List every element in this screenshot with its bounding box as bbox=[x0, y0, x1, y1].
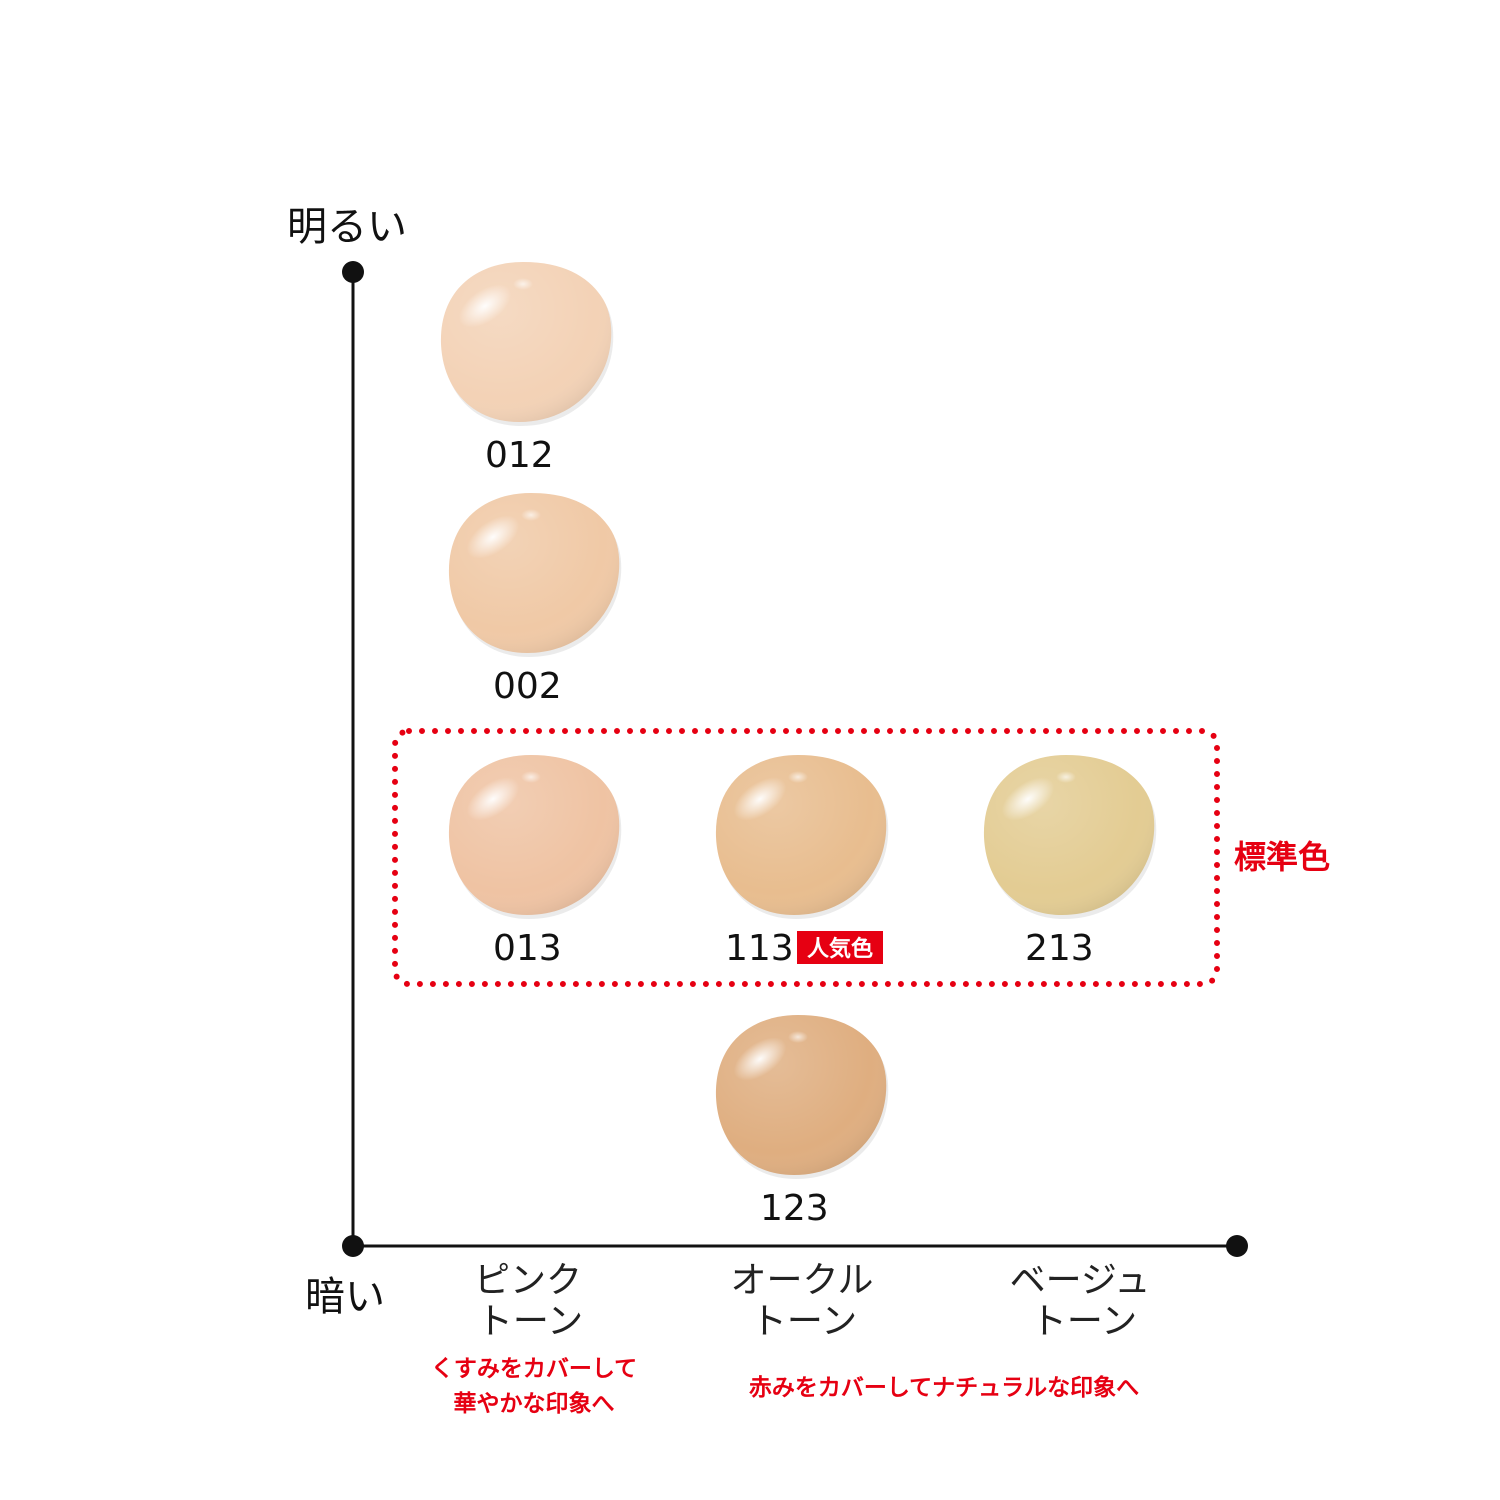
swatch-213 bbox=[983, 755, 1157, 919]
shade-label-012: 012 bbox=[485, 435, 554, 476]
swatch-highlight-013 bbox=[466, 777, 520, 821]
swatch-highlight-002 bbox=[466, 515, 520, 559]
swatch-group bbox=[440, 262, 1157, 1179]
swatch-113 bbox=[715, 755, 889, 919]
swatch-highlight-123 bbox=[733, 1037, 787, 1081]
swatch-highlight-113 bbox=[733, 777, 787, 821]
swatch-012 bbox=[440, 262, 614, 426]
standard-frame bbox=[392, 728, 1220, 987]
tone-pink-line1: ピンク bbox=[474, 1260, 582, 1301]
shade-label-213: 213 bbox=[1025, 928, 1094, 969]
swatch-highlight-213 bbox=[1001, 777, 1055, 821]
swatch-highlight-small-012 bbox=[513, 278, 533, 290]
y-axis-top-dot bbox=[342, 261, 364, 283]
popular-badge-bg bbox=[797, 931, 883, 964]
tone-beige-line2: トーン bbox=[1031, 1301, 1137, 1342]
popular-badge-text: 人気色 bbox=[807, 936, 873, 962]
shade-label-013: 013 bbox=[493, 928, 562, 969]
y-axis-bottom-label: 暗い bbox=[305, 1274, 385, 1320]
shade-label-002: 002 bbox=[493, 666, 562, 707]
y-axis-top-label: 明るい bbox=[287, 204, 407, 250]
standard-label: 標準色 bbox=[1234, 838, 1330, 876]
swatch-highlight-012 bbox=[458, 284, 512, 328]
swatch-highlight-small-013 bbox=[521, 771, 541, 783]
tone-ochre-line1: オークル bbox=[731, 1260, 874, 1301]
shade-label-123: 123 bbox=[760, 1188, 829, 1229]
swatch-013 bbox=[448, 755, 622, 919]
pink-note-line1: くすみをカバーして bbox=[431, 1356, 637, 1382]
swatch-highlight-small-002 bbox=[521, 509, 541, 521]
tone-beige-line1: ベージュ bbox=[1010, 1260, 1151, 1301]
shade-label-113: 113 bbox=[725, 928, 794, 969]
tone-pink-line2: トーン bbox=[477, 1301, 583, 1342]
swatch-highlight-small-113 bbox=[788, 771, 808, 783]
pink-note-line2: 華やかな印象へ bbox=[454, 1390, 615, 1417]
tone-ochre-line2: トーン bbox=[751, 1301, 857, 1342]
x-axis-end-dot bbox=[1226, 1235, 1248, 1257]
popular-badge: 人気色 bbox=[797, 931, 883, 964]
swatch-highlight-small-123 bbox=[788, 1031, 808, 1043]
ochre-beige-note: 赤みをカバーしてナチュラルな印象へ bbox=[749, 1374, 1139, 1401]
swatch-002 bbox=[448, 493, 622, 657]
swatch-highlight-small-213 bbox=[1056, 771, 1076, 783]
swatch-123 bbox=[715, 1015, 889, 1179]
origin-dot bbox=[342, 1235, 364, 1257]
